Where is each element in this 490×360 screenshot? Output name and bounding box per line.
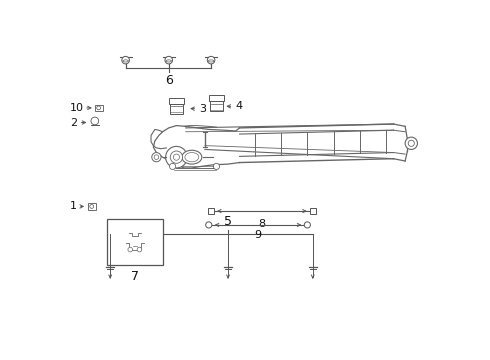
Ellipse shape bbox=[185, 153, 199, 162]
Circle shape bbox=[165, 57, 172, 64]
Text: 6: 6 bbox=[165, 74, 172, 87]
Circle shape bbox=[170, 163, 176, 170]
Circle shape bbox=[91, 117, 98, 125]
Circle shape bbox=[304, 222, 311, 228]
Bar bbox=[170, 104, 183, 114]
Text: 10: 10 bbox=[70, 103, 84, 113]
Text: 5: 5 bbox=[224, 215, 232, 228]
Ellipse shape bbox=[208, 60, 214, 62]
Circle shape bbox=[213, 163, 220, 170]
Text: 4: 4 bbox=[235, 101, 242, 111]
Circle shape bbox=[206, 222, 212, 228]
Ellipse shape bbox=[166, 60, 172, 62]
Text: 1: 1 bbox=[70, 202, 77, 211]
Bar bbox=[88, 203, 96, 210]
Circle shape bbox=[152, 153, 161, 162]
Bar bbox=[210, 101, 223, 112]
Circle shape bbox=[128, 247, 132, 252]
Text: 3: 3 bbox=[199, 104, 206, 114]
Ellipse shape bbox=[182, 150, 202, 164]
Bar bbox=[169, 98, 184, 104]
Circle shape bbox=[97, 106, 100, 110]
Bar bbox=[310, 208, 316, 214]
Text: 7: 7 bbox=[131, 270, 139, 283]
Bar bbox=[208, 208, 214, 214]
Circle shape bbox=[154, 155, 159, 159]
Circle shape bbox=[173, 154, 179, 160]
Text: 2: 2 bbox=[70, 117, 77, 127]
Circle shape bbox=[90, 204, 94, 208]
Text: 8: 8 bbox=[258, 219, 266, 229]
Circle shape bbox=[405, 137, 417, 149]
Circle shape bbox=[408, 140, 415, 147]
Circle shape bbox=[207, 57, 215, 64]
Bar bbox=[95, 105, 102, 111]
Text: 9: 9 bbox=[254, 230, 262, 239]
Bar bbox=[209, 95, 224, 101]
Circle shape bbox=[166, 147, 187, 168]
Circle shape bbox=[122, 57, 129, 64]
Circle shape bbox=[137, 247, 142, 252]
Bar bbox=[107, 219, 163, 265]
Ellipse shape bbox=[123, 60, 128, 62]
Circle shape bbox=[171, 151, 183, 163]
